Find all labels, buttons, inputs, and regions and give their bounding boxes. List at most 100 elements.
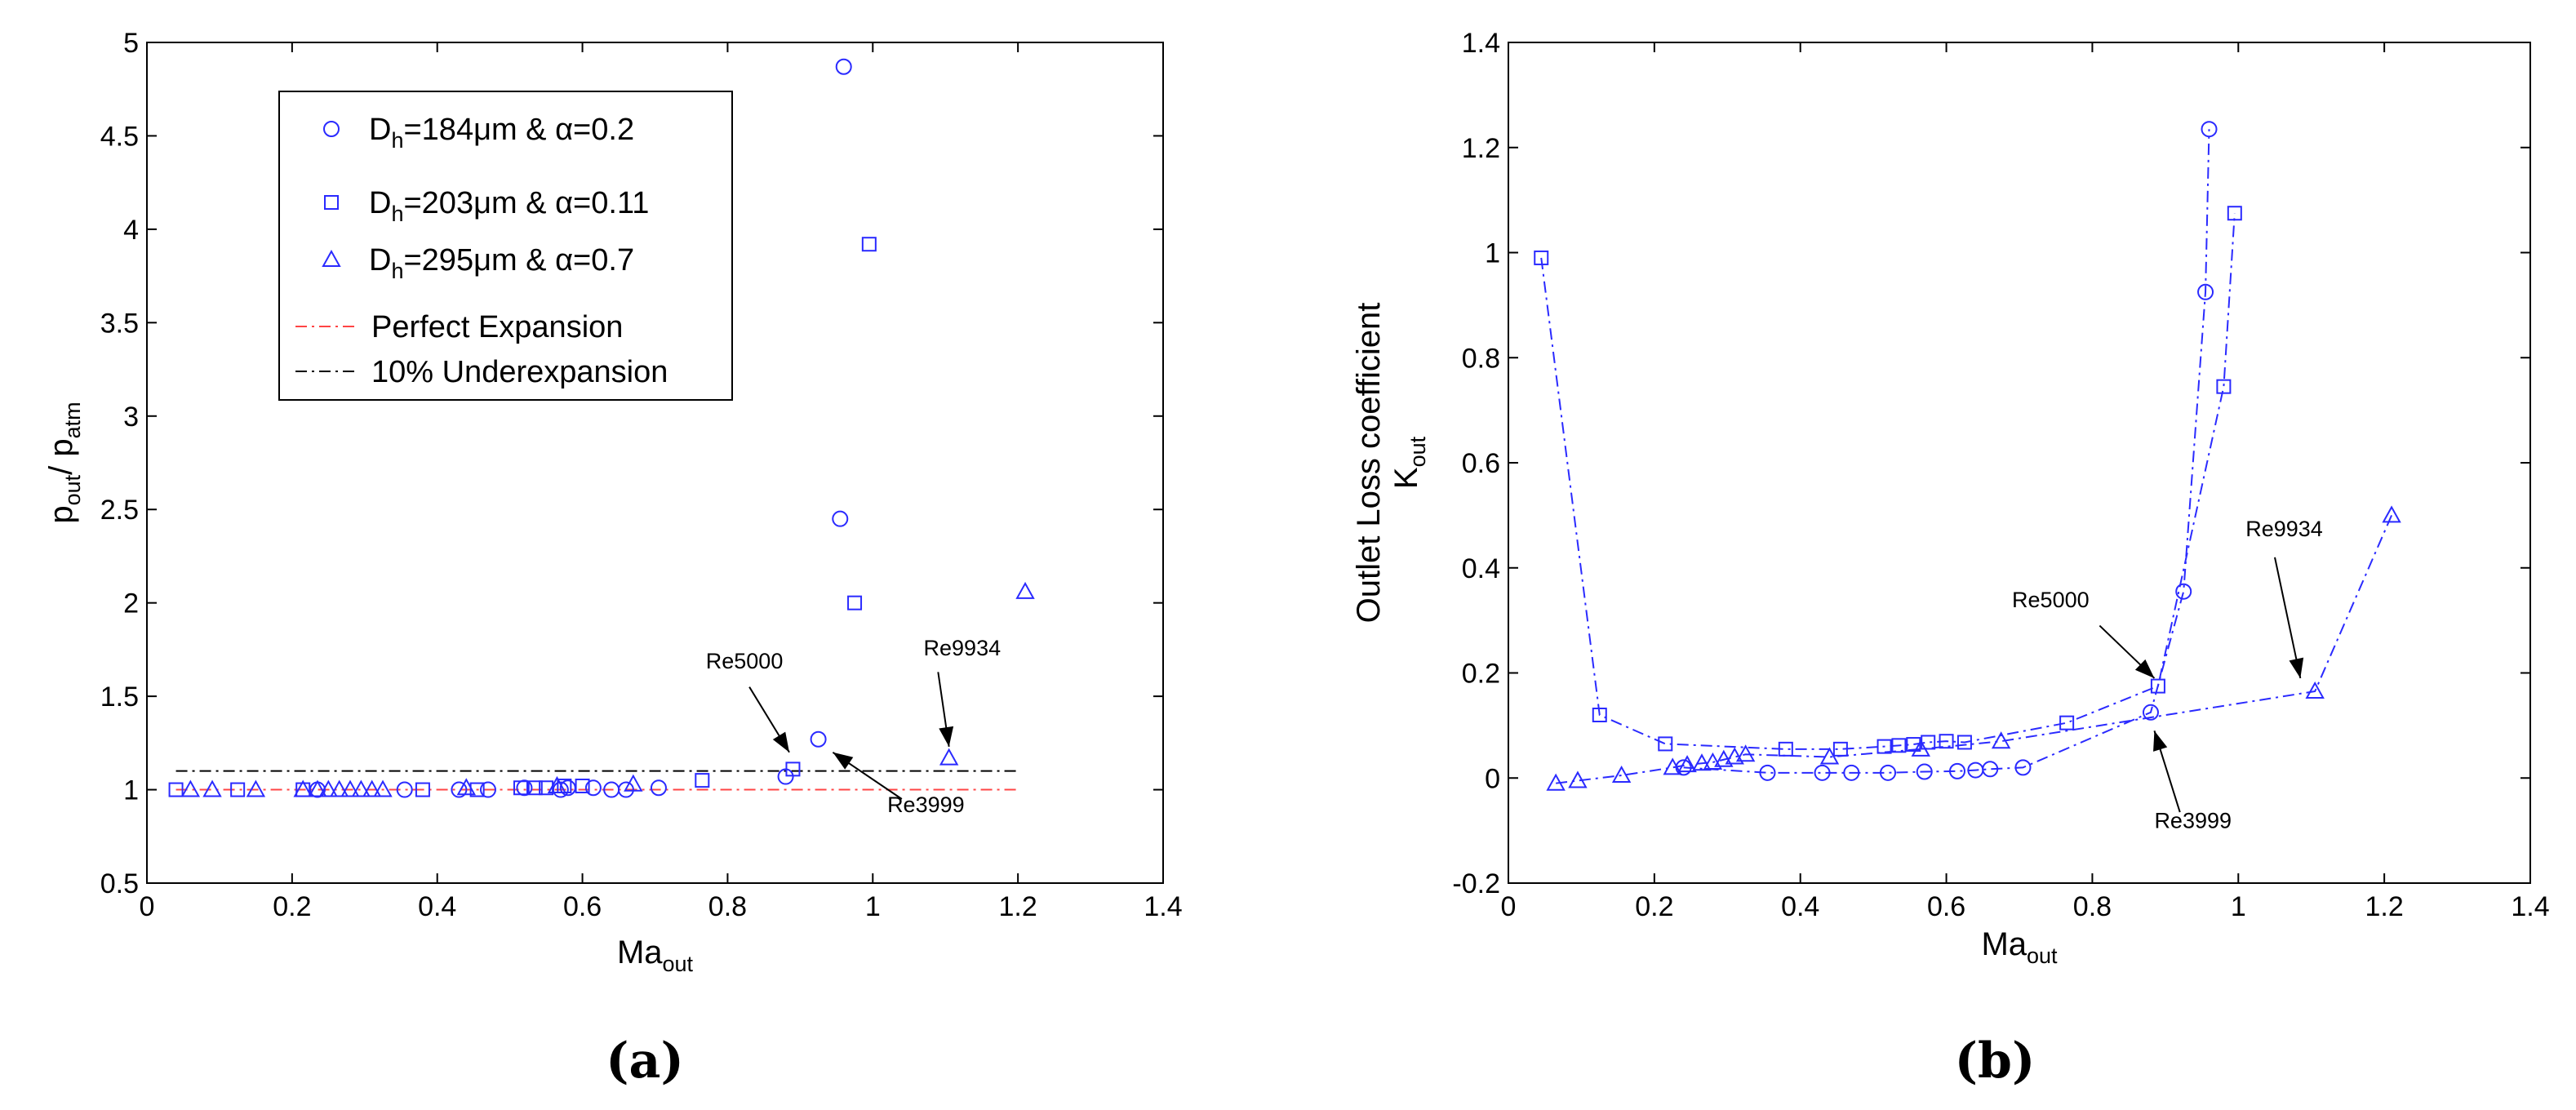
chart-a-point-circle xyxy=(650,779,667,797)
chart-b-annotation-Re3999: Re3999 xyxy=(2154,808,2232,832)
chart-b-annotation-arrow-Re9934-shaft xyxy=(2274,557,2302,679)
chart-a-annotation-arrow-Re5000-head xyxy=(772,731,790,753)
chart-b-y-axis-label-line1: Outlet Loss coefficient xyxy=(1351,303,1387,624)
chart-b-point-square xyxy=(1891,738,1907,753)
chart-a-legend-label: Perfect Expansion xyxy=(371,310,623,344)
chart-a-legend-marker xyxy=(322,249,341,267)
chart-b-annotation-Re5000: Re5000 xyxy=(2012,588,2090,612)
chart-b-series-square xyxy=(1534,206,2242,757)
chart-b-point-triangle xyxy=(1692,753,1712,771)
chart-a-point-square xyxy=(513,780,528,796)
chart-a-x-tick-label: 1.2 xyxy=(999,891,1037,922)
chart-b-point-triangle xyxy=(1735,744,1756,762)
chart-b-point-square xyxy=(1956,735,1972,750)
chart-a-point-circle xyxy=(617,781,634,798)
chart-a-point-square xyxy=(847,595,863,610)
chart-a-point-circle xyxy=(810,730,827,748)
chart-a-y-tick-label: 5 xyxy=(123,28,139,59)
chart-a-y-tick-label: 4.5 xyxy=(100,121,139,152)
chart-b-point-triangle xyxy=(2382,505,2401,523)
chart-a-point-circle xyxy=(832,510,849,527)
chart-b-annotation-arrow-Re5000-head xyxy=(2134,659,2155,678)
chart-b-point-square xyxy=(2227,206,2242,221)
chart-a-point-square xyxy=(539,780,554,796)
chart-a-point-triangle xyxy=(939,748,959,766)
chart-b-point-circle xyxy=(2197,283,2214,300)
chart-a-point-triangle xyxy=(362,779,382,797)
chart-b-y-tick-label: 0.2 xyxy=(1462,659,1500,690)
chart-a-point-square xyxy=(861,237,877,252)
chart-b-point-triangle xyxy=(1991,731,2011,749)
chart-a-legend-marker xyxy=(323,121,340,137)
chart-a-x-tick-label: 1 xyxy=(865,891,881,922)
chart-a-point-triangle xyxy=(329,779,349,797)
chart-a-annotation-Re5000: Re5000 xyxy=(706,649,784,673)
chart-a-y-axis-label: pout/ patm xyxy=(43,402,85,523)
chart-a-point-triangle xyxy=(373,779,393,797)
chart-a-x-tick-label: 0 xyxy=(140,891,155,922)
chart-b-point-triangle xyxy=(1677,755,1697,773)
chart-a-y-tick-label: 4 xyxy=(123,215,139,246)
chart-b-y-tick-label: 0.6 xyxy=(1462,448,1500,479)
chart-b-point-triangle xyxy=(1911,739,1930,757)
chart-a-point-triangle xyxy=(624,774,643,792)
chart-a-series-triangle xyxy=(180,581,1035,797)
chart-a-x-tick-label: 0.8 xyxy=(708,891,747,922)
chart-a-point-circle xyxy=(835,58,852,75)
chart-a-point-square xyxy=(785,761,801,777)
chart-b-point-square xyxy=(1906,737,1921,753)
chart-b-y-tick-label: 1.4 xyxy=(1462,28,1500,59)
chart-b-x-tick-label: 0.4 xyxy=(1781,891,1819,922)
chart-b-panel-label: (b) xyxy=(1955,1032,2036,1090)
chart-b-x-tick-label: 0.6 xyxy=(1927,891,1965,922)
chart-a-point-triangle xyxy=(293,779,313,797)
chart-b-point-triangle xyxy=(1546,773,1566,791)
chart-a-y-tick-label: 3.5 xyxy=(100,308,139,339)
chart-b-point-square xyxy=(1658,736,1673,752)
chart-b-series-circle xyxy=(1675,121,2218,781)
chart-a-point-triangle xyxy=(180,779,201,797)
chart-b-point-circle xyxy=(2142,704,2159,721)
chart-b-x-tick-label: 1.2 xyxy=(2365,891,2404,922)
chart-b-y-tick-label: 0.8 xyxy=(1462,343,1500,374)
chart-a-point-square xyxy=(527,780,543,796)
chart-b-x-tick-label: 1 xyxy=(2231,891,2246,922)
chart-b-point-triangle xyxy=(1725,747,1744,765)
chart-b-x-axis-label: Maout xyxy=(1981,926,2058,968)
chart-b-x-tick-label: 0.8 xyxy=(2073,891,2112,922)
chart-a-point-square xyxy=(230,782,246,797)
chart-b-point-triangle xyxy=(1703,752,1723,770)
chart-a-legend-label: 10% Underexpansion xyxy=(371,355,668,389)
chart-a-point-triangle xyxy=(202,779,222,797)
chart-a-legend-marker xyxy=(324,195,339,210)
chart-a-point-triangle xyxy=(456,778,476,796)
chart-b-point-circle xyxy=(2201,121,2218,138)
chart-b-point-square xyxy=(2150,678,2165,694)
chart-a-point-square xyxy=(469,782,485,797)
chart-b-series-triangle xyxy=(1546,505,2401,791)
chart-b-point-circle xyxy=(1880,764,1897,781)
chart-a-point-square xyxy=(415,782,430,797)
chart-b-point-square xyxy=(1876,739,1892,754)
chart-a-point-square xyxy=(168,782,184,797)
chart-a-legend-label: Dh=203μm & α=0.11 xyxy=(369,186,649,226)
chart-a-point-triangle xyxy=(318,779,339,797)
chart-a-series-square xyxy=(168,237,877,797)
chart-a-y-tick-label: 1.5 xyxy=(100,682,139,713)
chart-b-point-triangle xyxy=(1714,749,1734,767)
chart-a-y-tick-label: 1 xyxy=(123,775,139,806)
chart-a-point-triangle xyxy=(246,779,266,797)
chart-b-point-circle xyxy=(1843,764,1860,781)
chart-a-y-tick-label: 3 xyxy=(123,402,139,433)
chart-a-legend: Dh=184μm & α=0.2 Dh=203μm & α=0.11 Dh=295μ… xyxy=(278,91,733,401)
chart-a-annotation-Re9934: Re9934 xyxy=(924,636,1002,660)
chart-b-point-square xyxy=(1592,708,1607,722)
chart-panel-a: 0 0.2 0.4 0.6 0.8 1 1.2 1.4 0.5 1 1.5 2 2.5 3 3.5 4 4.5 5… xyxy=(43,28,1183,1090)
chart-b-series-line-square xyxy=(1540,213,2236,750)
chart-b-series-line-triangle xyxy=(1556,514,2393,784)
chart-b-point-circle xyxy=(2175,583,2192,600)
chart-b-point-circle xyxy=(1982,761,1999,778)
chart-b-point-square xyxy=(1939,734,1954,749)
chart-a-point-square xyxy=(695,773,710,788)
chart-b-point-triangle xyxy=(1819,747,1840,765)
